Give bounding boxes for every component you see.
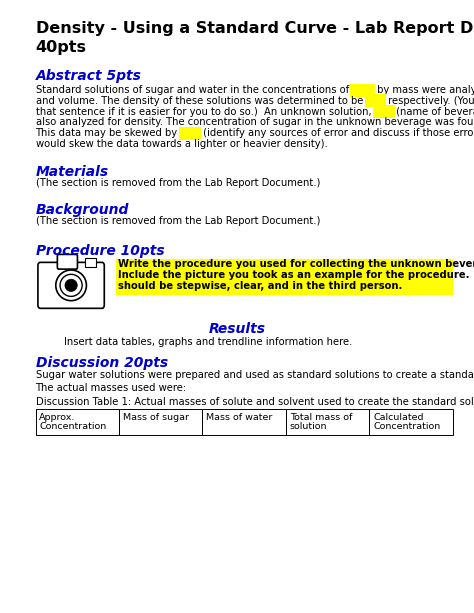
Text: should be stepwise, clear, and in the third person.: should be stepwise, clear, and in the th… [118,281,403,291]
Bar [116,259,453,295]
Text: Background: Background [36,203,129,217]
Text: Approx.: Approx. [39,413,76,422]
Text: Materials: Materials [36,165,109,179]
Text: (name of beverage), was: (name of beverage), was [393,107,474,116]
Ellipse shape [56,270,86,301]
Text: (The section is removed from the Lab Report Document.): (The section is removed from the Lab Rep… [36,178,320,188]
Bar [119,409,202,435]
Text: would skew the data towards a lighter or heavier density).: would skew the data towards a lighter or… [36,139,328,149]
Bar [369,409,453,435]
Text: (identify any sources of error and discuss if those error sources: (identify any sources of error and discu… [200,128,474,138]
Text: The actual masses used were:: The actual masses used were: [36,384,187,394]
Text: (The section is removed from the Lab Report Document.): (The section is removed from the Lab Rep… [36,216,320,226]
Text: Density - Using a Standard Curve - Lab Report Document -: Density - Using a Standard Curve - Lab R… [36,21,474,36]
Text: Write the procedure you used for collecting the unknown beverage data.: Write the procedure you used for collect… [118,259,474,269]
Text: 40pts: 40pts [36,40,87,55]
Text: Include the picture you took as an example for the procedure.  A procedure: Include the picture you took as an examp… [118,270,474,280]
Text: Mass of sugar: Mass of sugar [123,413,189,422]
Bar [286,409,369,435]
Bar [85,258,96,267]
Text: and volume. The density of these solutions was determined to be: and volume. The density of these solutio… [36,96,366,106]
Bar [36,409,119,435]
Text: Discussion Table 1: Actual masses of solute and solvent used to create the stand: Discussion Table 1: Actual masses of sol… [36,397,474,407]
Text: Standard solutions of sugar and water in the concentrations of: Standard solutions of sugar and water in… [36,85,352,95]
Text: Sugar water solutions were prepared and used as standard solutions to create a s: Sugar water solutions were prepared and … [36,370,474,379]
Text: Concentration: Concentration [373,422,440,432]
Text: Total mass of: Total mass of [290,413,352,422]
Text: that sentence if it is easier for you to do so.)  An unknown solution,: that sentence if it is easier for you to… [36,107,374,116]
Text: Concentration: Concentration [39,422,107,432]
Text: Mass of water: Mass of water [206,413,273,422]
Text: respectively. (You may reword: respectively. (You may reword [385,96,474,106]
FancyBboxPatch shape [38,262,104,308]
Text: Abstract 5pts: Abstract 5pts [36,69,141,83]
Bar [202,409,286,435]
Text: Insert data tables, graphs and trendline information here.: Insert data tables, graphs and trendline… [64,337,352,346]
Text: Calculated: Calculated [373,413,424,422]
Text: This data may be skewed by: This data may be skewed by [36,128,181,138]
Text: by mass were analyzed for mass: by mass were analyzed for mass [374,85,474,95]
Text: Discussion 20pts: Discussion 20pts [36,356,168,370]
Ellipse shape [65,280,77,292]
FancyBboxPatch shape [57,254,77,269]
Ellipse shape [60,275,82,297]
Text: also analyzed for density. The concentration of sugar in the unknown beverage wa: also analyzed for density. The concentra… [36,118,474,128]
Text: Procedure 10pts: Procedure 10pts [36,244,164,258]
Text: Results: Results [209,322,265,337]
Text: solution: solution [290,422,327,432]
